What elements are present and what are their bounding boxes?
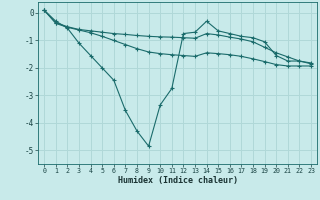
X-axis label: Humidex (Indice chaleur): Humidex (Indice chaleur) (118, 176, 238, 185)
